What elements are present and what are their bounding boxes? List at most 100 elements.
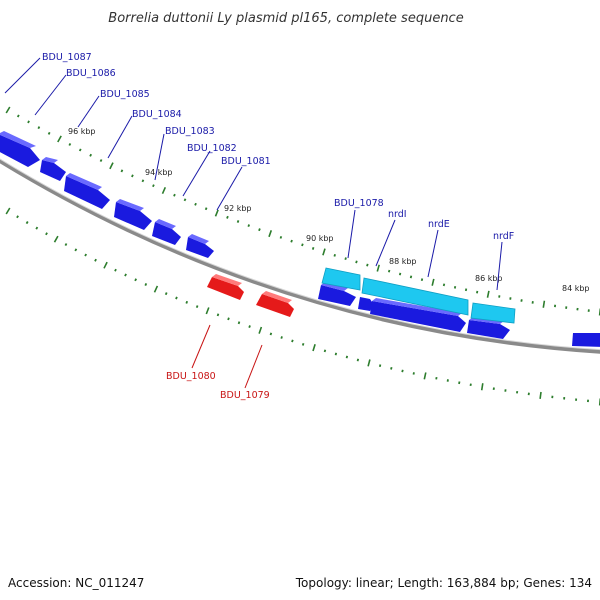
outer-scale-tick: [194, 202, 197, 206]
inner-scale-tick: [248, 325, 251, 328]
outer-scale-tick: [453, 286, 457, 289]
sequence-backbone-highlight: [0, 158, 600, 351]
inner-scale-tick: [45, 232, 48, 236]
outer-scale-tick: [173, 193, 176, 197]
label-nrdi[interactable]: nrdI: [388, 209, 407, 220]
map-title: Borrelia duttonii Ly plasmid pl165, comp…: [108, 11, 463, 26]
inner-scale-tick: [5, 207, 11, 215]
outer-scale-tick: [68, 142, 72, 146]
outer-scale-tick: [16, 114, 20, 118]
outer-scale-tick: [161, 186, 167, 195]
inner-scale-tick: [480, 383, 484, 391]
scale-label-92kbp: 92 kbp: [224, 204, 252, 213]
outer-scale-tick: [57, 135, 62, 143]
inner-scale-tick: [53, 235, 59, 243]
inner-scale-tick: [84, 253, 87, 257]
label-bdu-1082[interactable]: BDU_1082: [187, 143, 237, 154]
outer-scale-tick: [486, 290, 490, 298]
outer-scale-tick: [311, 247, 315, 250]
inner-scale-tick: [35, 226, 39, 230]
outer-scale-tick: [131, 174, 134, 178]
label-bdu-1078[interactable]: BDU_1078: [334, 198, 384, 209]
outer-scale-tick: [268, 230, 273, 238]
inner-scale-tick: [153, 285, 159, 293]
inner-scale-tick: [25, 221, 29, 225]
outer-scale-tick: [247, 224, 251, 228]
highlight-bdu-1078[interactable]: [321, 267, 361, 291]
gene-bdu-1087[interactable]: [0, 131, 40, 167]
label-bdu-1083[interactable]: BDU_1083: [165, 126, 215, 137]
inner-scale-tick: [291, 339, 294, 343]
inner-scale-tick: [280, 336, 283, 339]
inner-scale-tick: [356, 358, 360, 362]
inner-scale-tick: [175, 296, 178, 300]
outer-scale-tick: [376, 264, 380, 272]
outer-scale-tick: [226, 215, 229, 219]
label-bdu-1085[interactable]: BDU_1085: [100, 89, 150, 100]
outer-scale-tick: [141, 179, 145, 183]
gene-bdu-1086[interactable]: [40, 157, 66, 181]
inner-scale-tick: [185, 300, 189, 304]
outer-scale-tick: [431, 278, 435, 286]
gene-nrdi[interactable]: [358, 297, 374, 311]
scale-label-96kbp: 96 kbp: [68, 127, 96, 136]
highlight-nrdi-nrde[interactable]: [361, 277, 469, 316]
outer-scale-tick: [290, 239, 293, 243]
outer-scale-tick: [476, 290, 479, 294]
inner-scale-tick: [458, 381, 461, 385]
outer-scale-tick: [464, 288, 468, 292]
inner-scale-tick: [195, 305, 199, 309]
label-bdu-1079[interactable]: BDU_1079: [220, 390, 270, 401]
label-nrde[interactable]: nrdE: [428, 219, 450, 230]
gene-right-edge[interactable]: [572, 333, 600, 347]
sequence-summary: Topology: linear; Length: 163,884 bp; Ge…: [295, 576, 592, 590]
inner-scale-tick: [269, 332, 273, 336]
outer-scale-tick: [333, 253, 336, 257]
inner-tick-ring: [5, 207, 600, 406]
gene-bdu-1082[interactable]: [186, 234, 214, 258]
outer-scale-tick: [387, 269, 391, 273]
label-bdu-1086[interactable]: BDU_1086: [66, 68, 116, 79]
inner-scale-tick: [144, 283, 148, 286]
inner-scale-tick: [216, 313, 220, 317]
gene-bdu-1080[interactable]: [207, 274, 244, 300]
inner-scale-tick: [378, 364, 382, 368]
outer-scale-tick: [398, 272, 402, 276]
outer-scale-tick: [366, 263, 369, 267]
inner-scale-tick: [94, 258, 97, 262]
highlight-nrdf[interactable]: [470, 302, 516, 324]
gene-bdu-1083[interactable]: [152, 219, 181, 245]
gene-bdu-1079[interactable]: [256, 291, 294, 317]
inner-scale-tick: [423, 372, 427, 380]
forward-gene-labels: BDU_1087 BDU_1086 BDU_1085 BDU_1084 BDU_…: [42, 52, 514, 242]
label-bdu-1084[interactable]: BDU_1084: [132, 109, 182, 120]
label-nrdf[interactable]: nrdF: [493, 231, 514, 242]
inner-scale-tick: [114, 268, 117, 272]
inner-scale-tick: [345, 355, 349, 359]
outer-scale-tick: [120, 169, 124, 173]
gene-bdu-1085[interactable]: [64, 173, 110, 209]
outer-scale-tick: [442, 283, 446, 287]
outer-scale-tick: [78, 148, 82, 152]
inner-scale-tick: [227, 317, 230, 321]
outer-scale-tick: [520, 299, 523, 302]
inner-scale-tick: [134, 278, 138, 282]
inner-scale-tick: [401, 369, 404, 373]
scale-label-88kbp: 88 kbp: [389, 257, 417, 266]
gene-nrde[interactable]: [370, 298, 466, 332]
scale-label-86kbp: 86 kbp: [475, 274, 503, 283]
inner-scale-tick: [237, 321, 241, 325]
inner-scale-tick: [323, 349, 327, 353]
label-bdu-1087[interactable]: BDU_1087: [42, 52, 92, 63]
label-bdu-1080[interactable]: BDU_1080: [166, 371, 216, 382]
outer-scale-tick: [542, 300, 546, 308]
gene-bdu-1084[interactable]: [114, 199, 152, 230]
outer-scale-tick: [37, 126, 41, 130]
sequence-backbone: [0, 158, 600, 354]
outer-tick-ring: [5, 106, 600, 316]
outer-scale-tick: [409, 275, 413, 279]
accession-label: Accession: NC_011247: [8, 576, 144, 590]
label-bdu-1081[interactable]: BDU_1081: [221, 156, 271, 167]
scale-label-90kbp: 90 kbp: [306, 234, 334, 243]
inner-scale-tick: [334, 352, 338, 356]
